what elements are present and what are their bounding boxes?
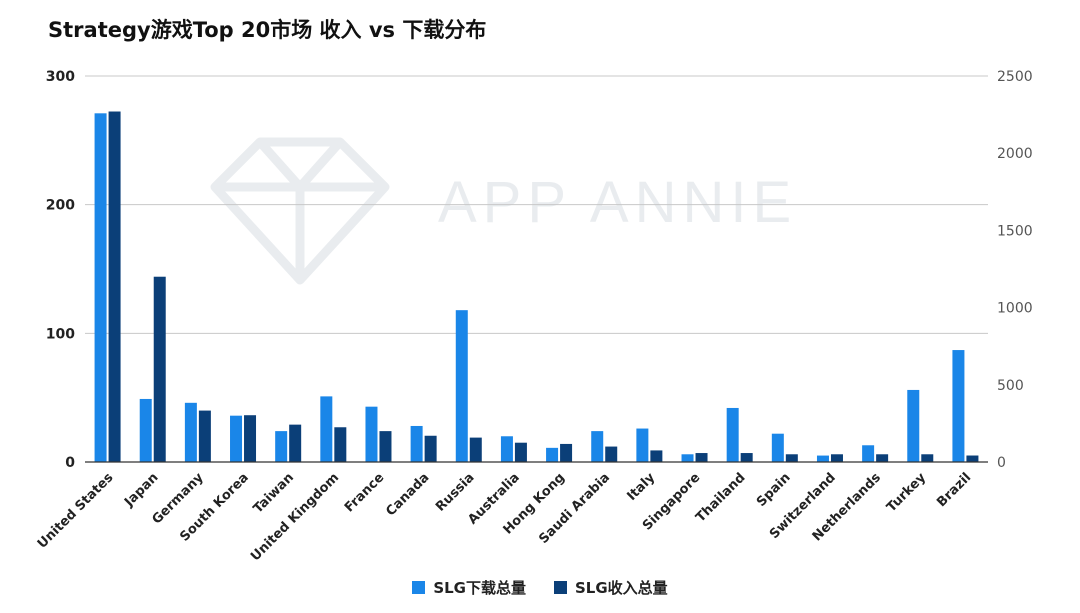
bar-revenue[interactable] (514, 442, 527, 462)
x-tick-label: Thailand (693, 470, 748, 525)
bar-revenue[interactable] (650, 450, 663, 462)
y-right-tick-label: 0 (997, 455, 1006, 471)
bar-revenue[interactable] (244, 415, 257, 462)
bar-revenue[interactable] (830, 454, 843, 462)
bar-downloads[interactable] (591, 431, 604, 462)
legend: SLG下载总量 SLG收入总量 (0, 577, 1080, 598)
bar-revenue[interactable] (198, 410, 211, 462)
x-tick-label: Canada (383, 470, 432, 519)
bar-downloads[interactable] (94, 113, 107, 463)
bar-downloads[interactable] (681, 454, 694, 462)
bar-downloads[interactable] (907, 389, 920, 462)
bar-revenue[interactable] (605, 446, 618, 462)
bar-revenue[interactable] (966, 455, 979, 462)
x-tick-label: France (342, 470, 387, 515)
bar-downloads[interactable] (365, 406, 378, 462)
bar-downloads[interactable] (275, 431, 288, 462)
bar-revenue[interactable] (153, 276, 166, 462)
y-left-tick-label: 0 (65, 455, 75, 471)
bar-downloads[interactable] (184, 402, 197, 462)
y-right-tick-label: 2500 (997, 69, 1033, 85)
bar-revenue[interactable] (740, 453, 753, 462)
x-tick-label: Russia (433, 470, 478, 515)
x-tick-label: United States (35, 470, 117, 552)
legend-item-revenue[interactable]: SLG收入总量 (554, 577, 668, 598)
bar-downloads[interactable] (952, 350, 965, 462)
watermark-text: APP ANNIE (438, 170, 797, 235)
bar-downloads[interactable] (862, 445, 875, 462)
x-tick-label: Spain (754, 470, 794, 510)
bar-revenue[interactable] (921, 454, 934, 462)
bar-revenue[interactable] (424, 435, 437, 462)
x-tick-label: Taiwan (251, 470, 297, 516)
chart-title: Strategy游戏Top 20市场 收入 vs 下载分布 (48, 18, 487, 42)
bar-revenue[interactable] (334, 427, 347, 462)
bar-revenue[interactable] (695, 453, 708, 462)
x-tick-label: Turkey (884, 470, 929, 515)
bar-revenue[interactable] (469, 437, 482, 462)
bars (94, 111, 979, 463)
legend-swatch-downloads (412, 581, 426, 594)
bar-revenue[interactable] (560, 443, 573, 462)
bar-revenue[interactable] (785, 454, 798, 462)
x-tick-label: United Kingdom (248, 470, 342, 564)
axes: 0 100 200 300 0 500 1000 1500 2000 2500 United Sta… (35, 69, 1033, 564)
y-right-tick-label: 1500 (997, 223, 1033, 239)
bar-revenue[interactable] (289, 424, 302, 462)
bar-revenue[interactable] (108, 111, 121, 463)
bar-downloads[interactable] (230, 415, 243, 462)
bar-downloads[interactable] (139, 398, 152, 462)
app-annie-watermark: APP ANNIE (210, 137, 797, 285)
legend-label-downloads: SLG下载总量 (433, 579, 526, 597)
y-right-tick-label: 500 (997, 378, 1024, 394)
bar-downloads[interactable] (320, 396, 333, 462)
bar-downloads[interactable] (410, 425, 423, 462)
y-left-tick-label: 100 (46, 326, 75, 342)
x-tick-label: Brazil (934, 470, 974, 510)
legend-item-downloads[interactable]: SLG下载总量 (412, 577, 526, 598)
bar-revenue[interactable] (876, 454, 889, 462)
bar-downloads[interactable] (726, 407, 739, 462)
bar-downloads[interactable] (771, 433, 784, 462)
x-tick-label: Japan (121, 470, 161, 510)
bar-downloads[interactable] (500, 436, 513, 462)
y-left-tick-label: 300 (46, 69, 75, 85)
legend-swatch-revenue (554, 581, 567, 594)
bar-downloads[interactable] (455, 310, 468, 462)
y-left-tick-label: 200 (46, 198, 75, 214)
bar-downloads[interactable] (816, 455, 829, 462)
grid-lines (85, 75, 988, 334)
bar-revenue[interactable] (379, 431, 392, 462)
bar-downloads[interactable] (546, 447, 559, 462)
y-right-tick-label: 1000 (997, 301, 1033, 317)
legend-label-revenue: SLG收入总量 (575, 579, 668, 597)
diamond-logo-icon (210, 137, 390, 285)
bar-downloads[interactable] (636, 428, 649, 462)
x-tick-label: Italy (624, 470, 658, 504)
y-right-tick-label: 2000 (997, 146, 1033, 162)
